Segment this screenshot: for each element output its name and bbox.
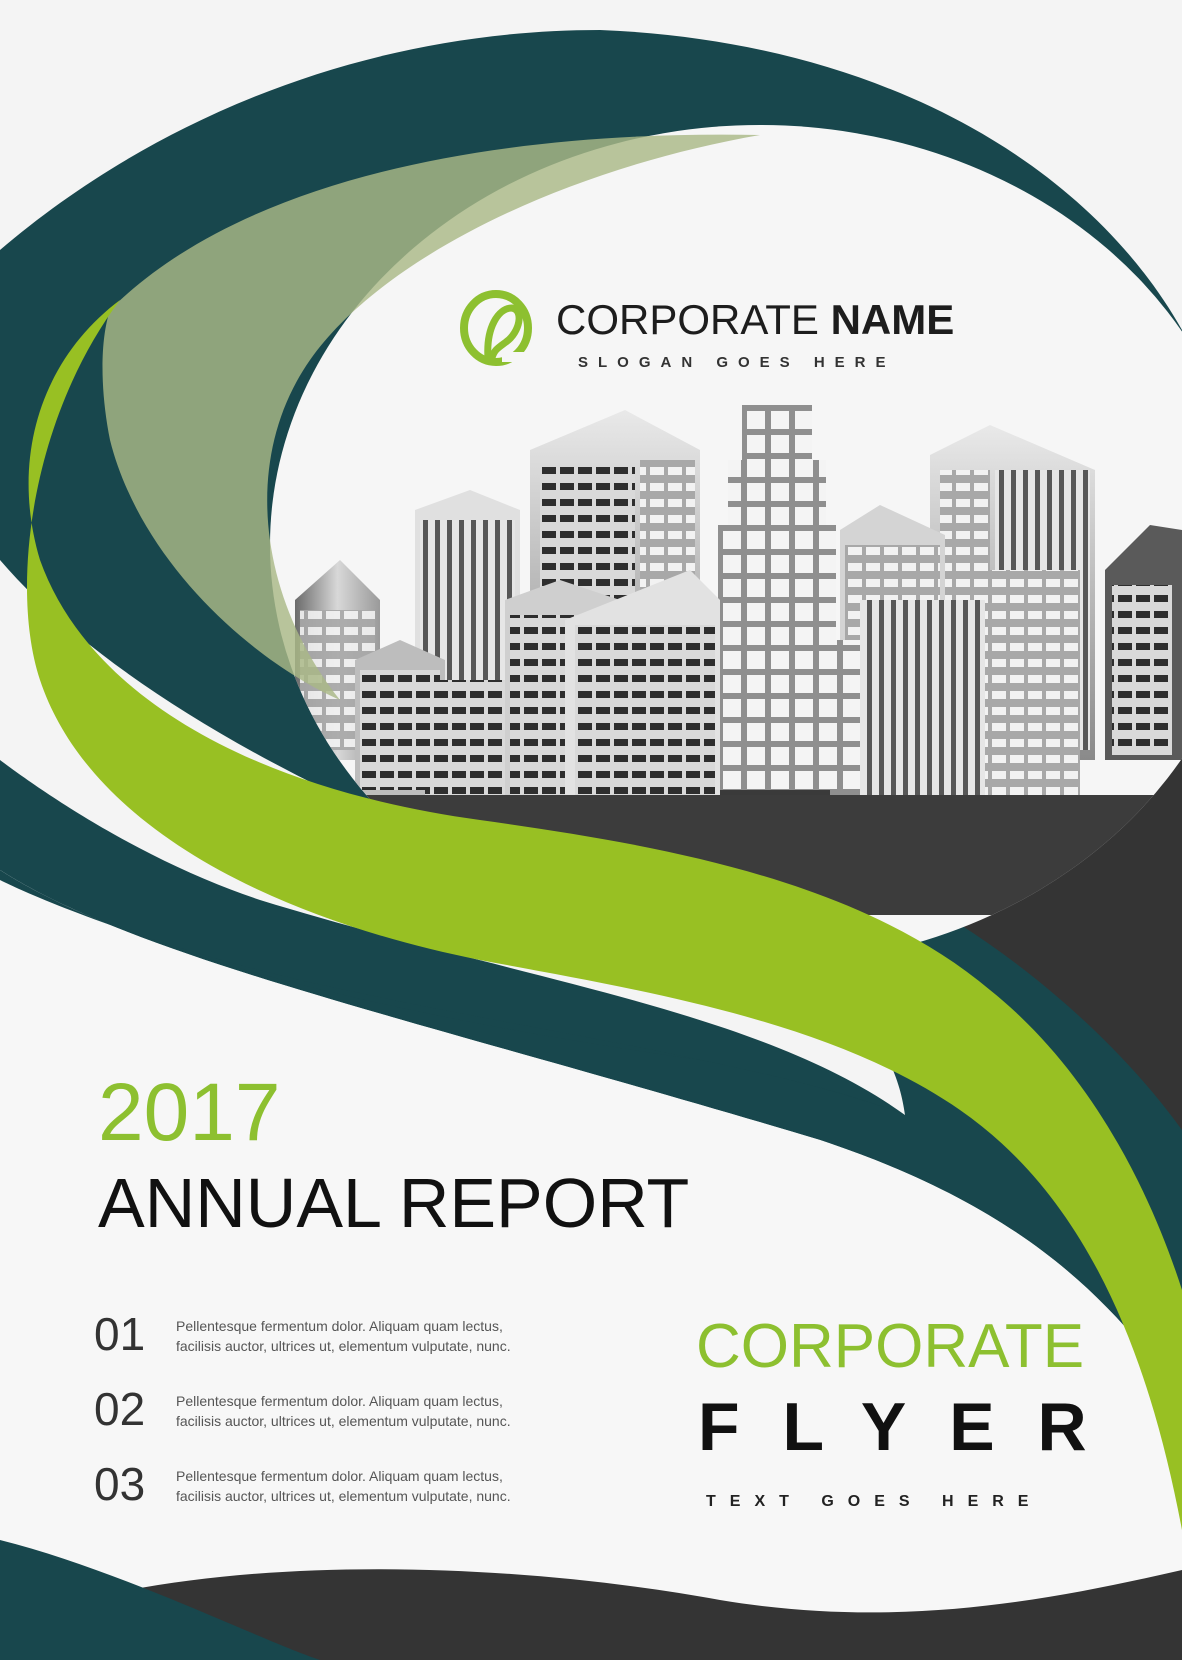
slogan: SLOGAN GOES HERE	[578, 354, 896, 371]
list-item-number: 03	[94, 1458, 146, 1510]
city-skyline-icon	[295, 405, 1182, 915]
list-item: 02 Pellentesque fermentum dolor. Aliquam…	[94, 1383, 614, 1443]
list-item-text: Pellentesque fermentum dolor. Aliquam qu…	[176, 1391, 606, 1431]
report-year: 2017	[98, 1067, 281, 1158]
list-item-number: 02	[94, 1383, 146, 1435]
corporate-name-regular: CORPORATE	[556, 296, 819, 343]
corporate-name-bold: NAME	[830, 296, 955, 343]
list-item-line: Pellentesque fermentum dolor. Aliquam qu…	[176, 1468, 503, 1484]
list-item-line: facilisis auctor, ultrices ut, elementum…	[176, 1413, 511, 1429]
flyer-tagline: TEXT GOES HERE	[706, 1493, 1043, 1510]
report-title: ANNUAL REPORT	[98, 1164, 690, 1242]
corporate-logo-icon	[460, 290, 532, 366]
list-item: 03 Pellentesque fermentum dolor. Aliquam…	[94, 1458, 614, 1518]
list-item-number: 01	[94, 1308, 146, 1360]
flyer-heading: FLYER	[698, 1389, 1130, 1465]
list-item-line: Pellentesque fermentum dolor. Aliquam qu…	[176, 1393, 503, 1409]
list-item: 01 Pellentesque fermentum dolor. Aliquam…	[94, 1308, 614, 1368]
list-item-line: facilisis auctor, ultrices ut, elementum…	[176, 1338, 511, 1354]
flyer-corporate-heading: CORPORATE	[696, 1312, 1085, 1381]
list-item-text: Pellentesque fermentum dolor. Aliquam qu…	[176, 1466, 606, 1506]
list-item-line: Pellentesque fermentum dolor. Aliquam qu…	[176, 1318, 503, 1334]
list-item-text: Pellentesque fermentum dolor. Aliquam qu…	[176, 1316, 606, 1356]
corporate-name: CORPORATE NAME	[556, 296, 954, 344]
list-item-line: facilisis auctor, ultrices ut, elementum…	[176, 1488, 511, 1504]
